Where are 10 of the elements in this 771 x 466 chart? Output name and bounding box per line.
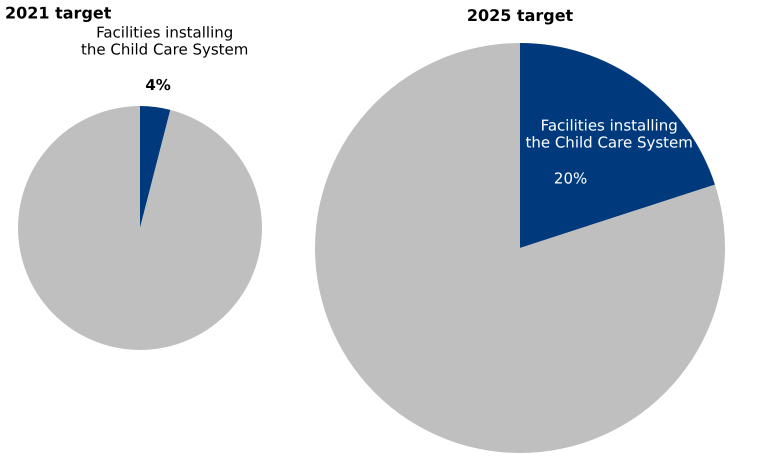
pie-slice bbox=[315, 43, 725, 453]
slice-label: Facilities installing the Child Care System bbox=[80, 24, 248, 59]
chart-title: 2021 target bbox=[5, 4, 112, 23]
pie-slice bbox=[520, 43, 715, 248]
data-label: 20% bbox=[554, 169, 588, 188]
pie-slice bbox=[18, 106, 262, 350]
data-label: 4% bbox=[145, 76, 171, 94]
slice-label: Facilities installing the Child Care System bbox=[525, 116, 693, 152]
pie-slice bbox=[140, 106, 170, 228]
chart-title: 2025 target bbox=[466, 6, 574, 25]
